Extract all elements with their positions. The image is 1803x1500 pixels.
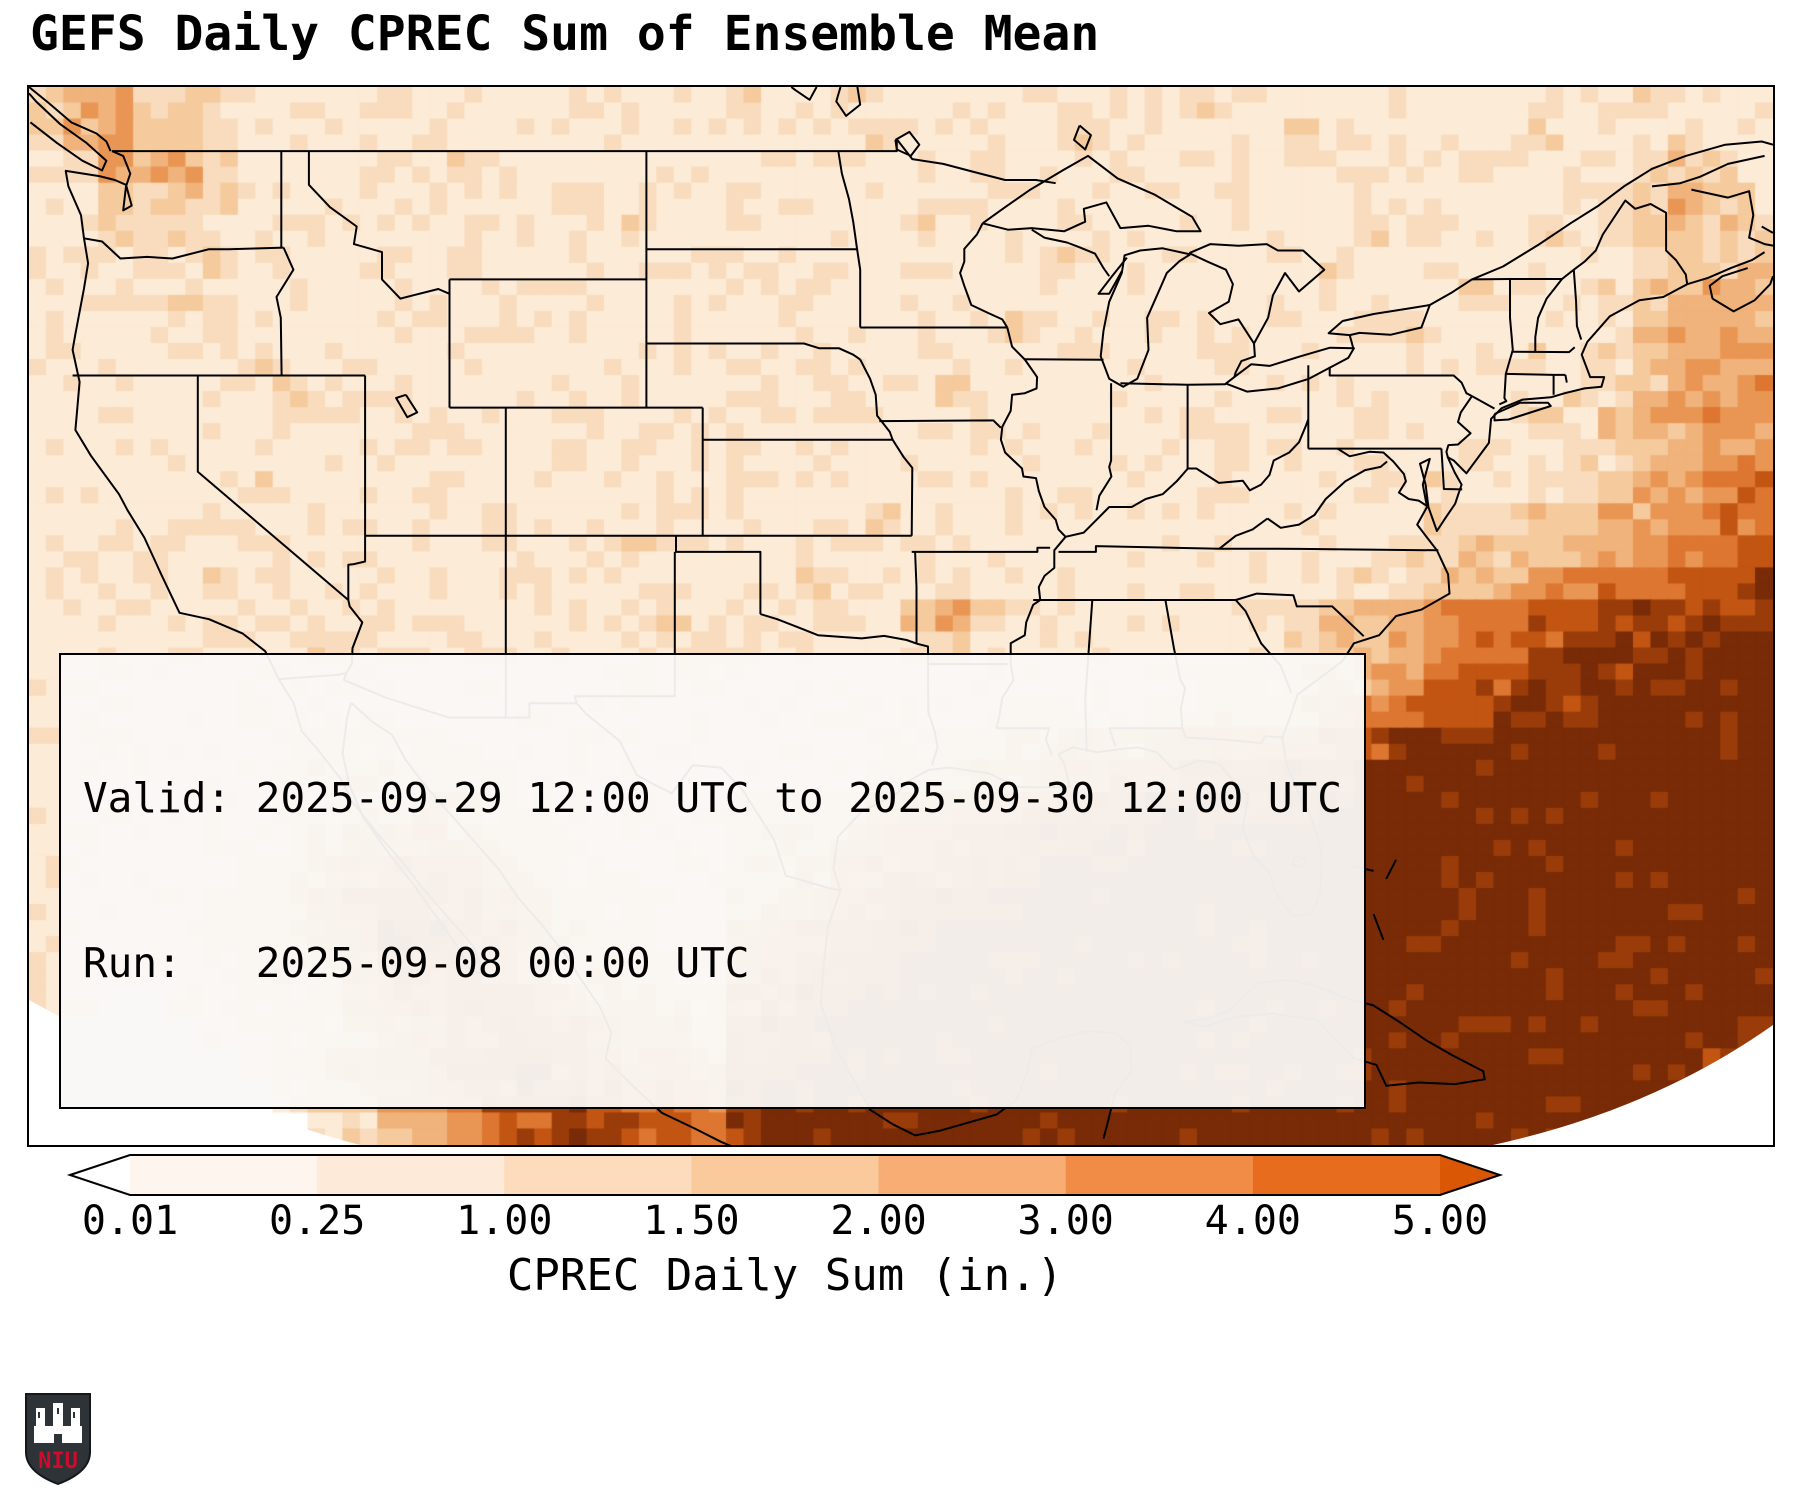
logo-text: NIU — [38, 1449, 78, 1474]
colorbar-under-arrow — [70, 1155, 130, 1195]
niu-logo-graphic: NIU — [25, 1393, 91, 1486]
map-panel: Valid: 2025-09-29 12:00 UTC to 2025-09-3… — [27, 85, 1775, 1147]
colorbar-tick: 1.00 — [456, 1198, 553, 1244]
validity-info-box: Valid: 2025-09-29 12:00 UTC to 2025-09-3… — [59, 653, 1366, 1109]
colorbar-segment — [878, 1155, 1067, 1195]
niu-logo: NIU — [24, 1392, 92, 1490]
colorbar-segment — [691, 1155, 880, 1195]
colorbar-label: CPREC Daily Sum (in.) — [506, 1250, 1064, 1301]
colorbar-segment — [130, 1155, 318, 1195]
colorbar-tick: 0.25 — [268, 1198, 366, 1244]
colorbar-tick: 3.00 — [1017, 1198, 1114, 1244]
colorbar-tick: 4.00 — [1204, 1198, 1302, 1244]
colorbar-tick: 5.00 — [1391, 1198, 1489, 1244]
colorbar-segment — [504, 1155, 692, 1195]
colorbar-over-arrow — [1440, 1155, 1500, 1195]
colorbar-segment — [317, 1155, 505, 1195]
colorbar-segment — [1252, 1155, 1441, 1195]
colorbar-tick: 2.00 — [830, 1198, 927, 1244]
valid-time-text: Valid: 2025-09-29 12:00 UTC to 2025-09-3… — [83, 774, 1342, 822]
colorbar-segment — [1065, 1155, 1254, 1195]
figure-title: GEFS Daily CPREC Sum of Ensemble Mean — [30, 6, 1100, 62]
colorbar-tick: 1.50 — [643, 1198, 740, 1244]
run-time-text: Run: 2025-09-08 00:00 UTC — [83, 939, 750, 987]
castle-icon — [34, 1403, 82, 1443]
colorbar-tick: 0.01 — [81, 1198, 179, 1244]
colorbar-ticks: 0.01 0.25 1.00 1.50 2.00 3.00 4.00 5.00 — [35, 1198, 1575, 1246]
colorbar — [66, 1154, 1504, 1196]
